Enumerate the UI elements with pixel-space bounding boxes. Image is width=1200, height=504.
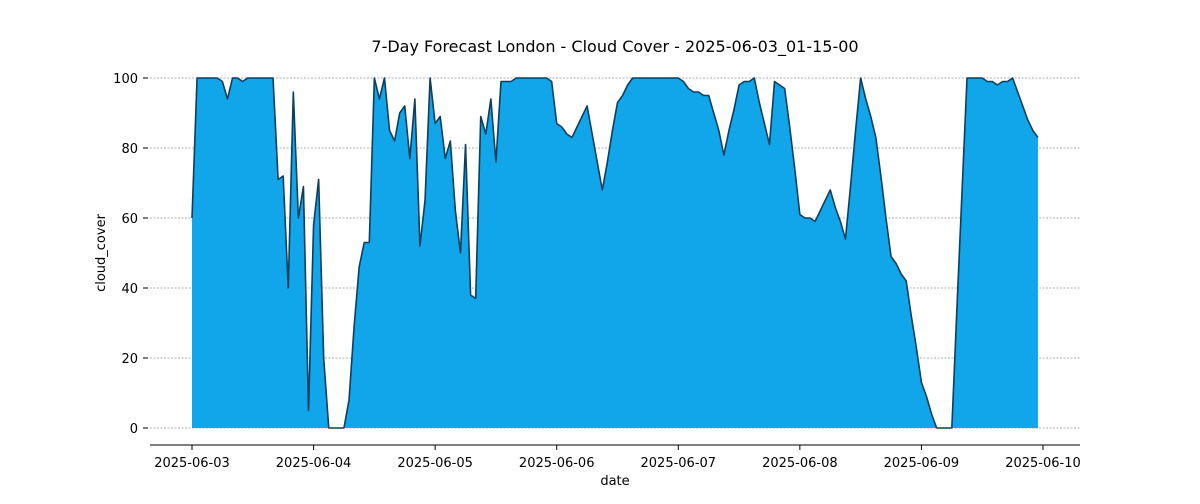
x-tick-label: 2025-06-05 — [397, 456, 473, 471]
y-tick-label: 60 — [121, 212, 138, 227]
x-tick-label: 2025-06-04 — [276, 456, 352, 471]
x-tick-label: 2025-06-10 — [1005, 456, 1081, 471]
y-tick-label: 80 — [121, 142, 138, 157]
y-tick-label: 20 — [121, 352, 138, 367]
x-axis-label: date — [600, 474, 629, 489]
x-tick-label: 2025-06-03 — [154, 456, 230, 471]
axes: 0 20 40 60 80 100 2025-06-03 2025-06-04 2025-06-… — [113, 72, 1081, 471]
chart-title: 7-Day Forecast London - Cloud Cover - 20… — [371, 37, 858, 57]
y-tick-label: 100 — [113, 72, 138, 87]
cloud-cover-area — [192, 78, 1038, 428]
x-tick-label: 2025-06-09 — [884, 456, 960, 471]
y-tick-label: 40 — [121, 282, 138, 297]
x-tick-label: 2025-06-07 — [641, 456, 717, 471]
y-axis-label: cloud_cover — [94, 213, 109, 291]
y-tick-label: 0 — [130, 422, 138, 437]
x-tick-label: 2025-06-08 — [762, 456, 838, 471]
plot-area — [191, 77, 1039, 429]
cloud-cover-line — [191, 77, 1039, 429]
x-tick-label: 2025-06-06 — [519, 456, 595, 471]
